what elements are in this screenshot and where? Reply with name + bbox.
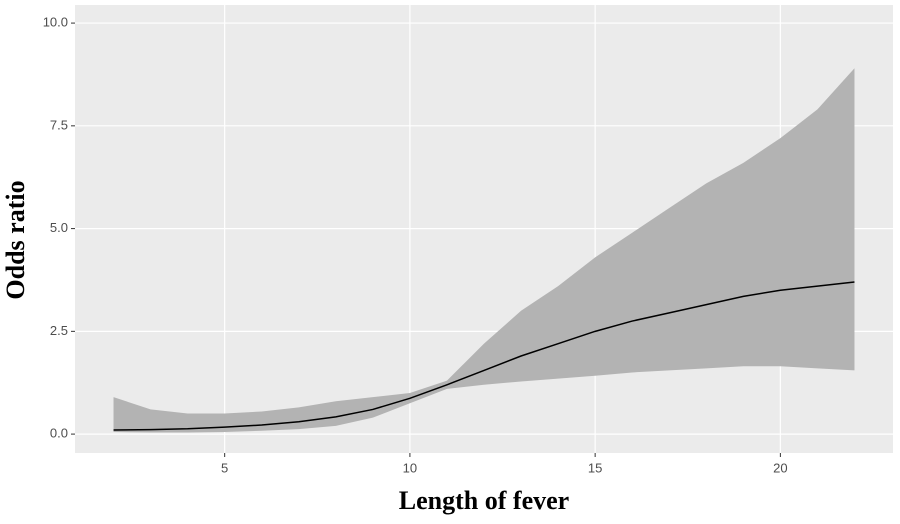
x-tick-label: 5 xyxy=(221,460,228,475)
x-tick-label: 20 xyxy=(773,460,787,475)
x-tick-label: 10 xyxy=(403,460,417,475)
y-axis-title: Odds ratio xyxy=(1,180,30,299)
y-tick-label: 7.5 xyxy=(50,117,68,132)
y-tick-label: 0.0 xyxy=(50,426,68,441)
x-axis-title: Length of fever xyxy=(399,486,569,515)
y-tick-label: 2.5 xyxy=(50,323,68,338)
confidence-band xyxy=(113,68,855,433)
x-tick-label: 15 xyxy=(588,460,602,475)
y-tick-label: 10.0 xyxy=(43,15,68,30)
fit-line xyxy=(113,281,855,431)
y-tick-label: 5.0 xyxy=(50,220,68,235)
